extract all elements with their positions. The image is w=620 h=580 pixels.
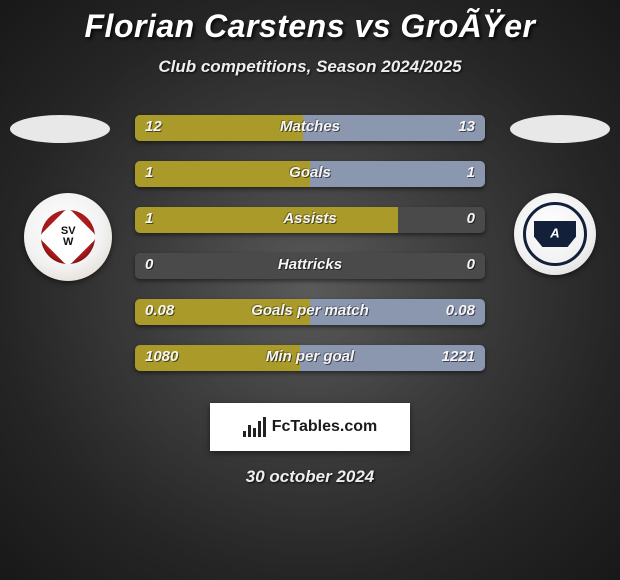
brand-bars-icon [243,417,266,437]
stat-right-fill [303,115,485,141]
team-badge-right [514,193,596,275]
stat-right-fill [310,161,485,187]
stat-bars: 1213Matches 11Goals 10Assists 00Hattricks 0.… [135,115,485,391]
team-badge-left-shield: SVW [38,207,97,266]
brand-text: FcTables.com [272,418,378,436]
stat-left-fill [135,161,310,187]
stat-right-fill [300,345,486,371]
team-badge-left-text: SVW [61,226,76,248]
comparison-date: 30 october 2024 [0,467,620,487]
stat-row: 0.080.08Goals per match [135,299,485,325]
stat-left-fill [135,299,310,325]
stat-left-fill [135,207,398,233]
stat-row: 10Assists [135,207,485,233]
player-photo-right-placeholder [510,115,610,143]
stat-left-fill [135,345,300,371]
stat-row: 10801221Min per goal [135,345,485,371]
stat-right-fill [310,299,485,325]
team-badge-left: SVW [24,193,112,281]
comparison-card: Florian Carstens vs GroÃŸer Club competi… [0,0,620,487]
stat-row: 11Goals [135,161,485,187]
page-subtitle: Club competitions, Season 2024/2025 [0,57,620,77]
stat-row: 00Hattricks [135,253,485,279]
stat-left-fill [135,115,303,141]
comparison-body: SVW 1213Matches 11Goals 10Assists 00Hattric… [0,115,620,385]
team-badge-right-flag [534,221,576,247]
page-title: Florian Carstens vs GroÃŸer [0,8,620,45]
stat-row-bg [135,253,485,279]
player-photo-left-placeholder [10,115,110,143]
stat-row: 1213Matches [135,115,485,141]
brand-box[interactable]: FcTables.com [210,403,410,451]
